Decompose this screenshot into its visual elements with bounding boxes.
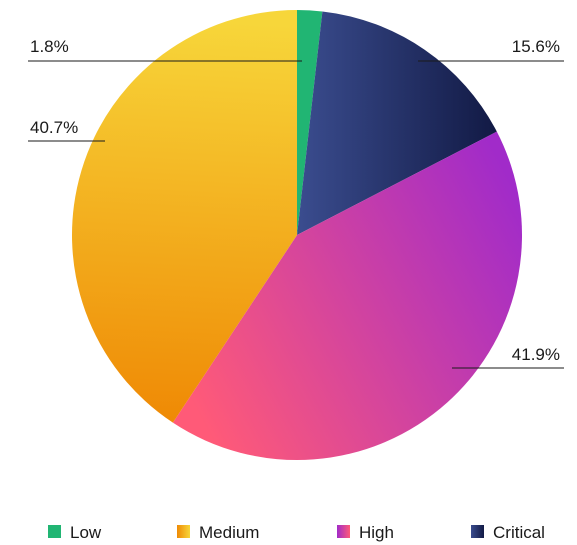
legend: Low Medium High Critical xyxy=(48,523,545,542)
percentage-label-critical: 15.6% xyxy=(512,37,560,56)
pie-slices xyxy=(71,10,523,461)
legend-swatch-critical xyxy=(471,525,484,538)
legend-label-high: High xyxy=(359,523,394,542)
pie-slice-high xyxy=(172,131,523,461)
percentage-label-low: 1.8% xyxy=(30,37,69,56)
percentage-label-high: 41.9% xyxy=(512,345,560,364)
legend-swatch-high xyxy=(337,525,350,538)
legend-label-low: Low xyxy=(70,523,102,542)
legend-label-medium: Medium xyxy=(199,523,259,542)
pie-slice-low xyxy=(297,10,323,235)
legend-label-critical: Critical xyxy=(493,523,545,542)
legend-swatch-medium xyxy=(177,525,190,538)
pie-slice-medium xyxy=(71,10,297,423)
legend-swatch-low xyxy=(48,525,61,538)
pie-slice-critical xyxy=(297,11,497,235)
percentage-label-medium: 40.7% xyxy=(30,118,78,137)
leader-lines xyxy=(28,60,564,369)
percentage-labels: 1.8% 15.6% 41.9% 40.7% xyxy=(30,37,560,364)
